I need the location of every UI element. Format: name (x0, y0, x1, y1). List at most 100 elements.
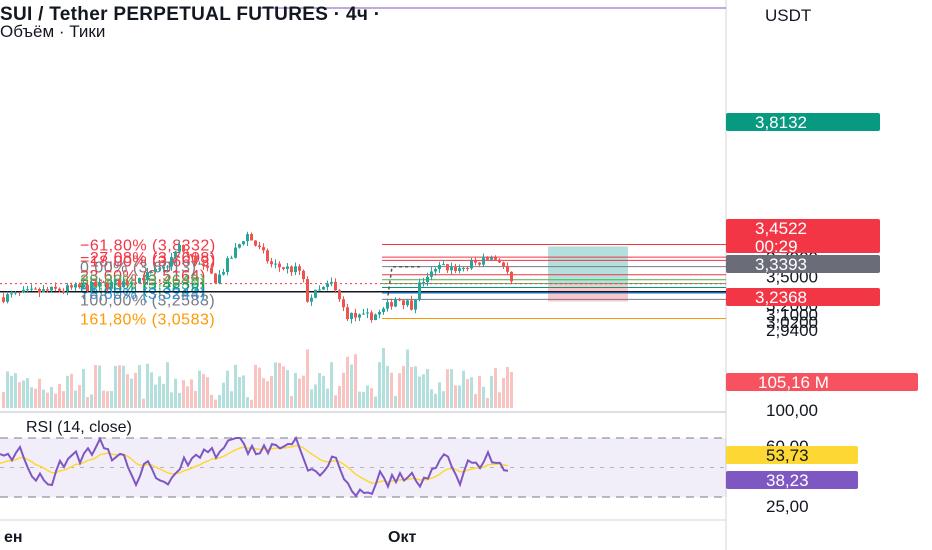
candle-body (282, 267, 285, 269)
volume-bar (98, 365, 101, 408)
candle-body (406, 300, 409, 306)
candle-body (166, 266, 169, 268)
volume-bar (366, 385, 369, 408)
level-badge-text-0: 3,3393 (755, 255, 807, 274)
volume-bar (390, 372, 393, 408)
candle-body (270, 261, 273, 265)
volume-bar (178, 392, 181, 408)
current-price-badge-text-1: 00:29 (755, 237, 798, 256)
candle-body (274, 263, 277, 265)
volume-bar (474, 393, 477, 408)
volume-bar (306, 349, 309, 408)
candle-body (358, 314, 361, 318)
volume-bar (266, 381, 269, 408)
volume-bar (202, 374, 205, 408)
volume-bar (350, 364, 353, 408)
volume-bar (246, 397, 249, 408)
candle-body (126, 281, 129, 285)
volume-bar (198, 370, 201, 408)
candle-body (338, 290, 341, 300)
volume-bar (278, 362, 281, 408)
volume-bar (194, 391, 197, 408)
candle-body (246, 234, 249, 242)
volume-bar (418, 376, 421, 408)
volume-bar (322, 375, 325, 408)
candle-body (174, 251, 177, 258)
candle-body (498, 259, 501, 263)
candle-body (198, 263, 201, 265)
volume-bar (238, 377, 241, 408)
volume-bar (206, 377, 209, 408)
candle-body (150, 271, 153, 273)
candle-body (310, 297, 313, 302)
take-profit-badge (726, 113, 880, 131)
candle-body (466, 267, 469, 269)
volume-bar (490, 375, 493, 408)
volume-bar (262, 378, 265, 408)
volume-bar (402, 366, 405, 408)
candle-body (346, 307, 349, 320)
candle-body (298, 266, 301, 271)
volume-bar (346, 356, 349, 408)
candle-body (22, 289, 25, 293)
volume-bar (434, 393, 437, 408)
current-price-badge-text-0: 3,4522 (755, 219, 807, 238)
candle-body (234, 247, 237, 258)
time-label-0: ен (4, 529, 23, 546)
candle-body (50, 286, 53, 291)
volume-bar (166, 362, 169, 408)
volume-bar (210, 394, 213, 408)
candle-body (178, 245, 181, 252)
volume-bar (54, 393, 57, 408)
volume-bar (498, 392, 501, 408)
volume-bar (138, 365, 141, 408)
symbol-title[interactable]: SUI / Tether PERPETUAL FUTURES · 4ч · (0, 4, 381, 25)
candle-body (506, 266, 509, 272)
candle-body (474, 260, 477, 263)
fib-label-9: 100,00% (3,2583) (80, 292, 215, 309)
volume-badge-text: 105,16 M (758, 373, 829, 392)
candle-body (458, 268, 461, 271)
candle-body (486, 256, 489, 260)
volume-bar (438, 382, 441, 408)
candle-body (114, 280, 117, 282)
candle-body (74, 284, 77, 288)
volume-bar (494, 368, 497, 408)
volume-bar (162, 383, 165, 408)
candle-body (38, 288, 41, 293)
fib-label-10: 161,80% (3,0583) (80, 312, 215, 329)
candle-body (62, 290, 65, 292)
candle-body (374, 314, 377, 320)
candle-body (390, 302, 393, 307)
candle-body (370, 312, 373, 320)
candle-body (10, 293, 13, 295)
candle-body (194, 255, 197, 265)
candle-body (422, 282, 425, 284)
volume-bar (282, 366, 285, 408)
volume-bar (506, 367, 509, 408)
volume-bar (234, 364, 237, 408)
candle-body (102, 281, 105, 283)
candle-body (254, 240, 257, 246)
candle-body (106, 282, 109, 289)
candle-body (510, 271, 513, 282)
candle-body (90, 281, 93, 292)
volume-bar (398, 373, 401, 408)
currency-label[interactable]: USDT (765, 6, 812, 25)
rsi-tick-2: 25,00 (766, 497, 809, 516)
stop-loss-badge-text-0: 3,2368 (755, 288, 807, 307)
candle-body (278, 263, 281, 268)
volume-bar (226, 370, 229, 408)
volume-bar (30, 387, 33, 408)
candle-body (430, 271, 433, 277)
volume-bar (70, 373, 73, 408)
candle-body (386, 302, 389, 309)
volume-bar (78, 385, 81, 408)
volume-bar (174, 378, 177, 408)
candle-body (34, 288, 37, 290)
volume-bar (134, 372, 137, 408)
volume-bar (50, 386, 53, 408)
candle-body (262, 247, 265, 251)
